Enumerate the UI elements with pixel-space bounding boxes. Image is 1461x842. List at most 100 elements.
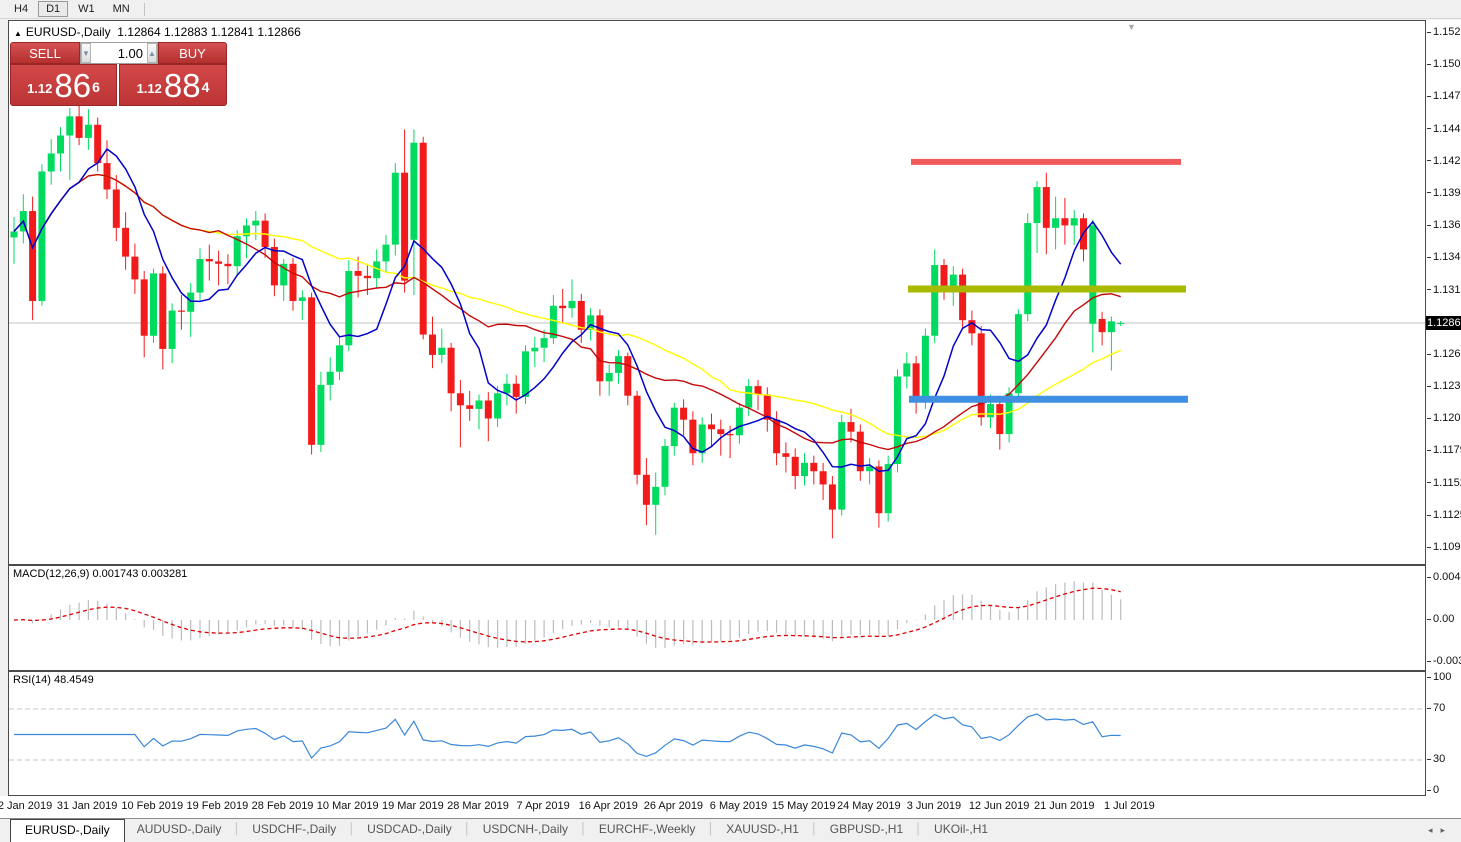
date-axis-label: 26 Apr 2019 bbox=[643, 800, 704, 812]
chart-tab-gbpusd-h1[interactable]: GBPUSD-,H1 bbox=[829, 822, 904, 836]
tab-scroll-arrows[interactable]: ◂▸ bbox=[1428, 825, 1453, 836]
chart-tab-ukoil-h1[interactable]: UKOil-,H1 bbox=[934, 822, 989, 836]
volume-increase-button[interactable]: ▲ bbox=[147, 43, 157, 63]
timeframe-button-d1[interactable]: D1 bbox=[38, 1, 69, 17]
chart-tab-bar: EURUSD-,Daily AUDUSD-,Daily │ USDCHF-,Daily… bbox=[0, 818, 1461, 842]
sell-price-prefix: 1.12 bbox=[27, 81, 53, 96]
sell-price-big: 86 bbox=[54, 67, 92, 104]
chart-tab-usdchf-daily[interactable]: USDCHF-,Daily bbox=[252, 822, 337, 836]
one-click-trading-panel: SELL ▼ ▲ BUY 1.12 86 6 1.12 88 4 bbox=[10, 42, 227, 106]
collapse-panel-icon[interactable]: ▲ bbox=[14, 29, 22, 38]
buy-button[interactable]: BUY bbox=[158, 42, 227, 64]
rsi-canvas[interactable] bbox=[9, 672, 1425, 795]
timeframe-button-w1[interactable]: W1 bbox=[78, 3, 95, 15]
tick-mark bbox=[1427, 676, 1431, 678]
price-axis-tick: 1.12600 bbox=[1427, 348, 1461, 360]
tab-separator: │ bbox=[915, 823, 923, 835]
buy-price-tile[interactable]: 1.12 88 4 bbox=[119, 64, 227, 106]
chevron-up-icon: ▲ bbox=[148, 48, 156, 58]
tick-mark bbox=[1427, 160, 1431, 162]
tick-mark bbox=[1427, 618, 1431, 620]
price-axis[interactable] bbox=[1426, 20, 1461, 796]
tab-prev-icon[interactable]: ◂ bbox=[1427, 825, 1441, 835]
tab-separator: │ bbox=[580, 823, 587, 835]
macd-canvas[interactable] bbox=[9, 566, 1425, 670]
price-axis-tick: 1.13405 bbox=[1427, 251, 1461, 263]
tick-mark bbox=[1427, 514, 1431, 516]
chart-tab-eurusd-daily[interactable]: EURUSD-,Daily bbox=[10, 819, 125, 842]
price-axis-tick: 1.14210 bbox=[1427, 155, 1461, 167]
date-axis-label: 10 Mar 2019 bbox=[316, 800, 379, 812]
chart-tab-usdcad-daily[interactable]: USDCAD-,Daily bbox=[367, 822, 452, 836]
tab-separator: │ bbox=[233, 823, 241, 835]
date-axis-label: 28 Mar 2019 bbox=[447, 800, 509, 812]
tick-mark bbox=[1427, 385, 1431, 387]
buy-price-prefix: 1.12 bbox=[136, 81, 162, 96]
toolbar-separator bbox=[143, 2, 145, 16]
tick-mark bbox=[1427, 63, 1431, 65]
price-axis-tick: 1.15285 bbox=[1427, 26, 1461, 38]
price-axis-tick: 1.12330 bbox=[1427, 380, 1461, 392]
rsi-axis-tick: 0 bbox=[1427, 784, 1439, 796]
sell-price-pip: 6 bbox=[92, 79, 100, 95]
chart-tab-eurchf-weekly[interactable]: EURCHF-,Weekly bbox=[598, 822, 696, 836]
tab-next-icon[interactable]: ▸ bbox=[1440, 825, 1453, 835]
macd-axis-tick: -0.003715 bbox=[1427, 655, 1461, 667]
chart-symbol-label: EURUSD-,Daily bbox=[25, 25, 111, 39]
chevron-down-icon: ▼ bbox=[82, 48, 90, 58]
date-axis-label: 24 May 2019 bbox=[837, 800, 901, 812]
price-axis-tick: 1.13675 bbox=[1427, 219, 1461, 231]
scroll-to-end-icon[interactable]: ▼ bbox=[1127, 22, 1136, 32]
price-axis-tick: 1.12065 bbox=[1427, 412, 1461, 424]
tick-mark bbox=[1427, 789, 1431, 791]
tick-mark bbox=[1427, 289, 1431, 291]
chart-ohlc-values: 1.12864 1.12883 1.12841 1.12866 bbox=[117, 25, 301, 39]
tick-mark bbox=[1427, 546, 1431, 548]
date-axis-label: 12 Jun 2019 bbox=[968, 800, 1030, 812]
price-axis-tick: 1.15015 bbox=[1427, 58, 1461, 70]
price-axis-tick: 1.14480 bbox=[1427, 123, 1461, 135]
tick-mark bbox=[1427, 417, 1431, 419]
chart-tab-usdcnh-daily[interactable]: USDCNH-,Daily bbox=[482, 822, 569, 836]
rsi-label: RSI(14) 48.4549 bbox=[13, 674, 94, 686]
current-price-tag: 1.12866 bbox=[1426, 316, 1461, 331]
macd-panel[interactable] bbox=[8, 565, 1426, 671]
date-axis-label: 3 Jun 2019 bbox=[906, 800, 962, 812]
tick-mark bbox=[1427, 95, 1431, 97]
timeframe-button-mn[interactable]: MN bbox=[112, 3, 130, 15]
tick-mark bbox=[1427, 128, 1431, 130]
main-chart-panel[interactable] bbox=[8, 20, 1426, 565]
tick-mark bbox=[1427, 758, 1431, 760]
date-axis-label: 10 Feb 2019 bbox=[121, 800, 184, 812]
price-axis-tick: 1.14750 bbox=[1427, 90, 1461, 102]
tick-mark bbox=[1427, 660, 1431, 662]
volume-decrease-button[interactable]: ▼ bbox=[81, 43, 91, 63]
tick-mark bbox=[1427, 353, 1431, 355]
sell-button[interactable]: SELL bbox=[10, 42, 80, 64]
date-axis-label: 19 Feb 2019 bbox=[186, 800, 249, 812]
tick-mark bbox=[1427, 576, 1431, 578]
price-axis-tick: 1.11795 bbox=[1427, 444, 1461, 456]
tick-mark bbox=[1427, 257, 1431, 258]
rsi-panel[interactable] bbox=[8, 671, 1426, 796]
tab-separator: │ bbox=[348, 823, 356, 835]
macd-label: MACD(12,26,9) 0.001743 0.003281 bbox=[13, 568, 188, 580]
date-axis-label: 19 Mar 2019 bbox=[381, 800, 444, 812]
tab-separator: │ bbox=[707, 823, 715, 835]
sell-price-tile[interactable]: 1.12 86 6 bbox=[10, 64, 117, 106]
date-axis-label: 21 Jun 2019 bbox=[1033, 800, 1095, 812]
date-axis-label: 22 Jan 2019 bbox=[0, 800, 53, 812]
timeframe-button-h4[interactable]: H4 bbox=[14, 3, 29, 15]
volume-input[interactable] bbox=[91, 43, 147, 63]
tick-mark bbox=[1427, 31, 1431, 33]
rsi-axis-tick: 30 bbox=[1427, 753, 1445, 765]
price-axis-tick: 1.11255 bbox=[1427, 509, 1461, 521]
date-axis-label: 7 Apr 2019 bbox=[516, 800, 570, 812]
chart-canvas[interactable] bbox=[9, 21, 1425, 564]
rsi-axis-tick: 100 bbox=[1427, 671, 1451, 683]
tab-separator: │ bbox=[810, 823, 818, 835]
chart-tab-audusd-daily[interactable]: AUDUSD-,Daily bbox=[136, 822, 222, 836]
chart-tab-xauusd-h1[interactable]: XAUUSD-,H1 bbox=[726, 822, 799, 836]
